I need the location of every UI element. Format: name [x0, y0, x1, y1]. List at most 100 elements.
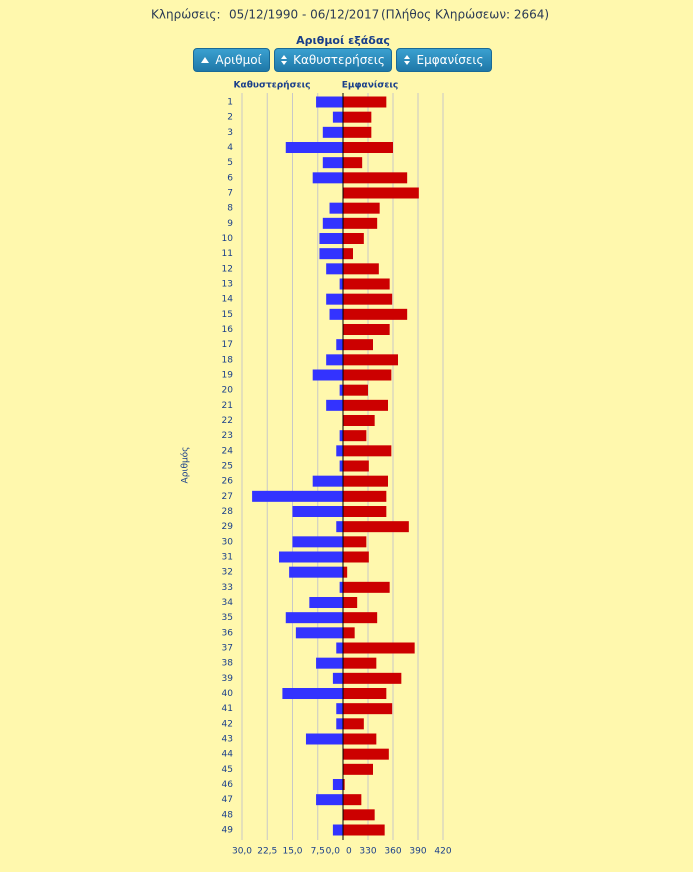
y-tick-label: 46: [222, 780, 234, 790]
y-tick-label: 30: [222, 537, 234, 547]
bar: [322, 126, 343, 138]
bar: [343, 217, 378, 229]
y-tick-label: 16: [222, 325, 234, 335]
bar: [279, 551, 343, 563]
y-tick-label: 9: [227, 219, 233, 229]
bar: [343, 96, 387, 108]
y-tick-label: 29: [222, 522, 234, 532]
x-tick-label: 15,0: [282, 847, 302, 857]
x-tick-label: 420: [434, 847, 451, 857]
bar: [343, 763, 373, 775]
button-label: Εμφανίσεις: [416, 53, 484, 67]
bar: [343, 369, 392, 381]
bar: [343, 521, 409, 533]
bar: [329, 202, 343, 214]
bar: [316, 96, 343, 108]
chart-title: Αριθμοί εξάδας: [296, 34, 390, 47]
bar: [343, 612, 378, 624]
y-tick-label: 7: [227, 189, 233, 199]
y-tick-label: 18: [222, 355, 234, 365]
y-tick-label: 48: [222, 810, 234, 820]
y-tick-label: 19: [222, 371, 234, 381]
y-tick-label: 33: [222, 583, 233, 593]
y-tick-label: 31: [222, 553, 233, 563]
bar: [343, 506, 387, 517]
y-tick-label: 8: [227, 204, 233, 214]
y-tick-label: 5: [227, 158, 233, 168]
bar: [339, 430, 343, 442]
bar: [326, 293, 343, 305]
bar: [343, 657, 377, 669]
button-label: Αριθμοί: [215, 53, 262, 67]
bar: [332, 779, 343, 790]
bar: [339, 384, 343, 396]
y-tick-label: 3: [227, 128, 233, 138]
bar: [339, 581, 343, 593]
x-tick-label: 30,0: [232, 847, 252, 857]
bar: [312, 172, 343, 184]
bar: [336, 339, 343, 351]
bar: [343, 324, 390, 335]
sort-button[interactable]: Αριθμοί: [193, 48, 270, 72]
x-tick-label: 0: [346, 847, 352, 857]
bar: [343, 354, 398, 366]
y-tick-label: 41: [222, 704, 233, 714]
sort-icon: [281, 55, 288, 65]
bar: [343, 672, 402, 684]
bar: [285, 612, 343, 624]
bar: [343, 475, 388, 487]
bar: [343, 581, 390, 593]
y-tick-label: 39: [222, 674, 234, 684]
bar: [336, 642, 343, 654]
bar: [343, 748, 389, 760]
bar: [343, 779, 345, 790]
y-axis-title: Αριθμός: [180, 447, 191, 484]
y-tick-label: 11: [222, 249, 233, 259]
bar: [343, 445, 392, 457]
y-tick-label: 21: [222, 401, 233, 411]
y-tick-label: 1: [227, 98, 233, 108]
y-tick-label: 35: [222, 613, 233, 623]
button-label: Καθυστερήσεις: [293, 53, 385, 67]
header-count: (Πλήθος Κληρώσεων: 2664): [381, 8, 549, 22]
bar: [343, 597, 358, 608]
sort-button[interactable]: Καθυστερήσεις: [274, 48, 392, 72]
bar: [319, 248, 343, 260]
bar: [316, 794, 343, 806]
bar: [343, 490, 387, 502]
bar: [336, 703, 343, 715]
bar: [322, 217, 343, 229]
bar: [343, 111, 372, 123]
y-tick-label: 10: [222, 234, 234, 244]
y-tick-label: 40: [222, 689, 234, 699]
bar: [343, 415, 375, 426]
bar: [332, 824, 343, 836]
x-tick-label: 360: [384, 847, 401, 857]
bar: [343, 430, 367, 442]
x-tick-label: 7,5: [311, 847, 325, 857]
bar: [339, 460, 343, 472]
bar: [343, 384, 368, 396]
bar: [316, 657, 343, 669]
y-tick-label: 4: [227, 143, 233, 153]
y-tick-label: 13: [222, 280, 233, 290]
bar: [343, 126, 372, 138]
bar: [336, 445, 343, 457]
bar: [289, 566, 343, 578]
x-tick-label: 22,5: [257, 847, 277, 857]
bar: [326, 399, 343, 411]
y-tick-label: 22: [222, 416, 233, 426]
y-tick-label: 36: [222, 628, 234, 638]
sort-button[interactable]: Εμφανίσεις: [396, 48, 492, 72]
y-tick-label: 23: [222, 431, 233, 441]
bar: [343, 233, 364, 244]
bar: [336, 521, 343, 533]
bar: [343, 460, 369, 472]
y-tick-label: 14: [222, 295, 234, 305]
bar: [336, 718, 343, 730]
y-tick-label: 25: [222, 462, 233, 472]
y-tick-label: 49: [222, 826, 234, 836]
x-tick-label: 0,0: [326, 847, 341, 857]
x-tick-label: 390: [409, 847, 426, 857]
y-tick-label: 27: [222, 492, 233, 502]
